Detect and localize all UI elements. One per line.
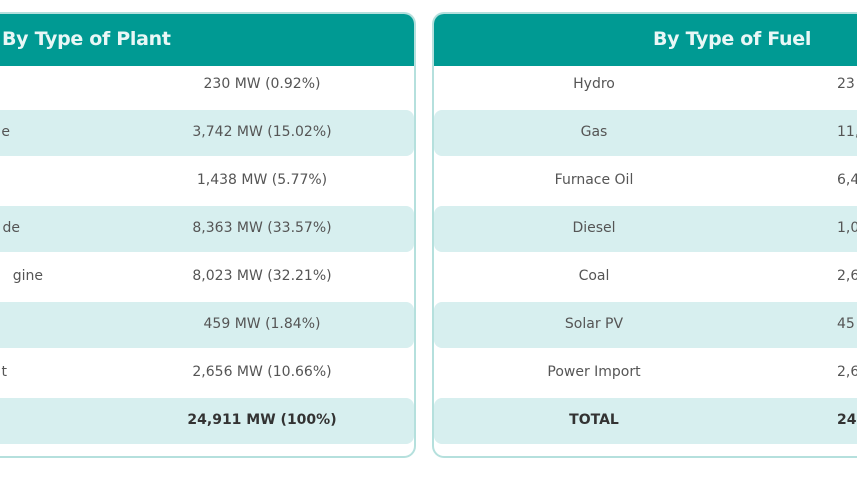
row-value: 6,49 xyxy=(837,172,857,188)
row-label: Furnace Oil xyxy=(554,172,634,188)
row-value: 8,023 MW (32.21%) xyxy=(192,268,332,284)
row-value: 24,9 xyxy=(837,412,857,428)
table-row: e 3,742 MW (15.02%) xyxy=(0,110,414,156)
row-label: e xyxy=(1,124,10,140)
row-label: t xyxy=(1,364,8,380)
row-label: gine xyxy=(12,268,43,284)
row-value: 2,65 xyxy=(837,364,857,380)
total-row: TOTAL 24,9 xyxy=(434,398,857,444)
table-row: 1,438 MW (5.77%) xyxy=(0,158,414,204)
fuel-type-table: By Type of Fuel Hydro 23 Gas 11,3 Furnace Oi… xyxy=(432,12,857,458)
table-row: t 2,656 MW (10.66%) xyxy=(0,350,414,396)
table-row: Power Import 2,65 xyxy=(434,350,857,396)
row-label: Gas xyxy=(580,124,608,140)
table-row: Gas 11,3 xyxy=(434,110,857,156)
table-row: Hydro 23 xyxy=(434,62,857,108)
row-label: Power Import xyxy=(547,364,641,380)
row-label: de xyxy=(2,220,21,236)
table-row: de 8,363 MW (33.57%) xyxy=(0,206,414,252)
fuel-table-header: By Type of Fuel xyxy=(434,14,857,66)
row-value: 8,363 MW (33.57%) xyxy=(192,220,332,236)
row-value: 3,742 MW (15.02%) xyxy=(192,124,332,140)
row-label: Hydro xyxy=(573,76,615,92)
plant-table-header: By Type of Plant xyxy=(0,14,414,66)
row-label: TOTAL xyxy=(569,412,619,428)
row-value: 1,0 xyxy=(837,220,857,236)
table-row: Furnace Oil 6,49 xyxy=(434,158,857,204)
row-value: 2,69 xyxy=(837,268,857,284)
table-row: Diesel 1,0 xyxy=(434,206,857,252)
row-value: 11,3 xyxy=(837,124,857,140)
row-label: Solar PV xyxy=(564,316,624,332)
total-row: 24,911 MW (100%) xyxy=(0,398,414,444)
row-value: 24,911 MW (100%) xyxy=(187,412,337,428)
row-value: 23 xyxy=(837,76,855,92)
row-value: 2,656 MW (10.66%) xyxy=(192,364,332,380)
row-value: 45 xyxy=(837,316,855,332)
row-value: 1,438 MW (5.77%) xyxy=(196,172,328,188)
row-value: 459 MW (1.84%) xyxy=(203,316,321,332)
plant-table-title: By Type of Plant xyxy=(2,28,171,50)
row-value: 230 MW (0.92%) xyxy=(203,76,321,92)
row-label: Diesel xyxy=(572,220,616,236)
table-row: gine 8,023 MW (32.21%) xyxy=(0,254,414,300)
fuel-table-title: By Type of Fuel xyxy=(653,28,812,50)
plant-type-table: By Type of Plant 230 MW (0.92%) e 3,742 MW… xyxy=(0,12,416,458)
row-label: Coal xyxy=(578,268,610,284)
table-row: 459 MW (1.84%) xyxy=(0,302,414,348)
table-row: Coal 2,69 xyxy=(434,254,857,300)
table-row: Solar PV 45 xyxy=(434,302,857,348)
table-row: 230 MW (0.92%) xyxy=(0,62,414,108)
